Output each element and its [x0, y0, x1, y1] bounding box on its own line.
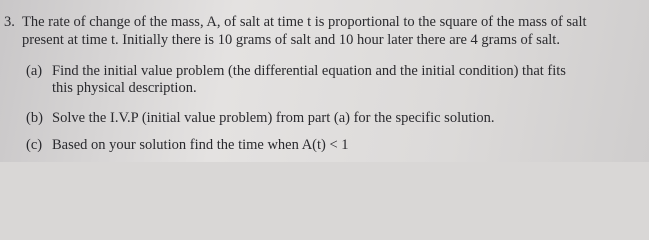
part-line: Solve the I.V.P (initial value problem) …	[52, 110, 495, 126]
problem-number: 3.	[4, 14, 15, 30]
part-line: Find the initial value problem (the diff…	[52, 63, 566, 79]
page: 3. The rate of change of the mass, A, of…	[0, 0, 649, 162]
part-line: this physical description.	[52, 80, 197, 96]
part-label: (c)	[26, 137, 43, 153]
part-label: (b)	[26, 110, 43, 126]
part-label: (a)	[26, 63, 43, 79]
part-line: Based on your solution find the time whe…	[52, 137, 349, 153]
statement-line: The rate of change of the mass, A, of sa…	[22, 14, 587, 30]
statement-line: present at time t. Initially there is 10…	[22, 32, 560, 48]
